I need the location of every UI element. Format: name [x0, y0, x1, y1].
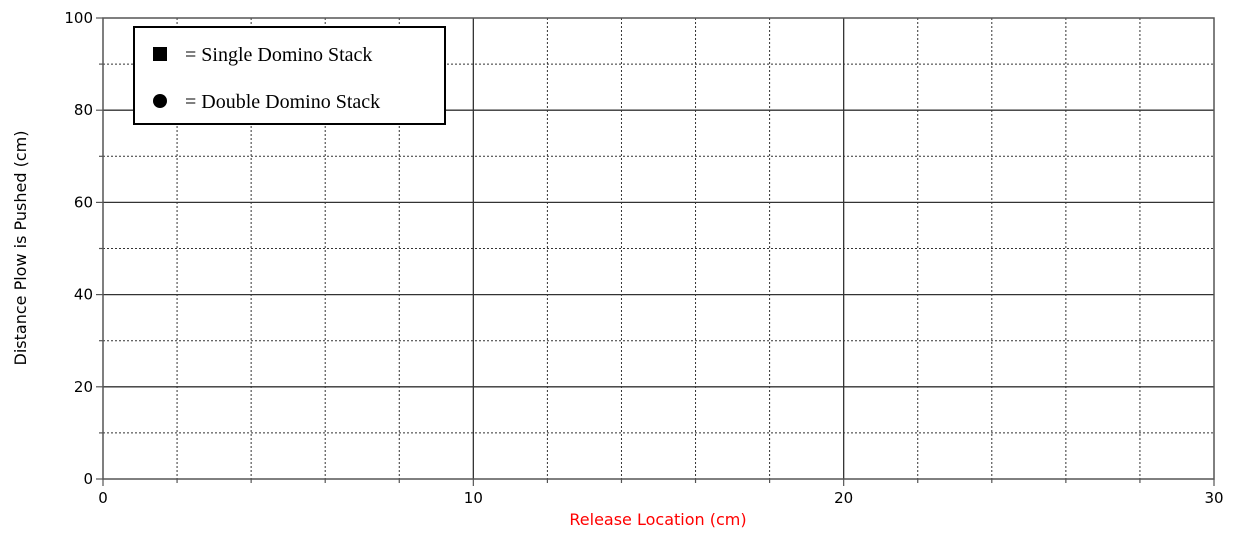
- y-axis-label: Distance Plow is Pushed (cm): [11, 131, 30, 366]
- x-tick-label: 0: [98, 489, 108, 507]
- x-tick-label: 20: [834, 489, 853, 507]
- y-tick-label: 60: [74, 193, 93, 211]
- legend-label-single: = Single Domino Stack: [185, 44, 372, 66]
- y-tick-label: 100: [64, 9, 93, 27]
- legend-circle-marker: [153, 94, 167, 108]
- legend-box: [133, 26, 446, 125]
- y-tick-label: 0: [83, 470, 93, 488]
- legend: = Single Domino Stack = Double Domino St…: [133, 26, 446, 125]
- x-tick-label: 30: [1204, 489, 1223, 507]
- y-tick-label: 80: [74, 101, 93, 119]
- tick-labels: 0 10 20 30 0 20 40 60 80 100: [64, 9, 1223, 507]
- x-axis-label: Release Location (cm): [569, 510, 746, 529]
- legend-square-marker: [153, 47, 167, 61]
- y-tick-label: 20: [74, 378, 93, 396]
- axis-ticks: [96, 17, 1215, 486]
- y-tick-label: 40: [74, 286, 93, 304]
- legend-label-double: = Double Domino Stack: [185, 91, 380, 113]
- x-tick-label: 10: [464, 489, 483, 507]
